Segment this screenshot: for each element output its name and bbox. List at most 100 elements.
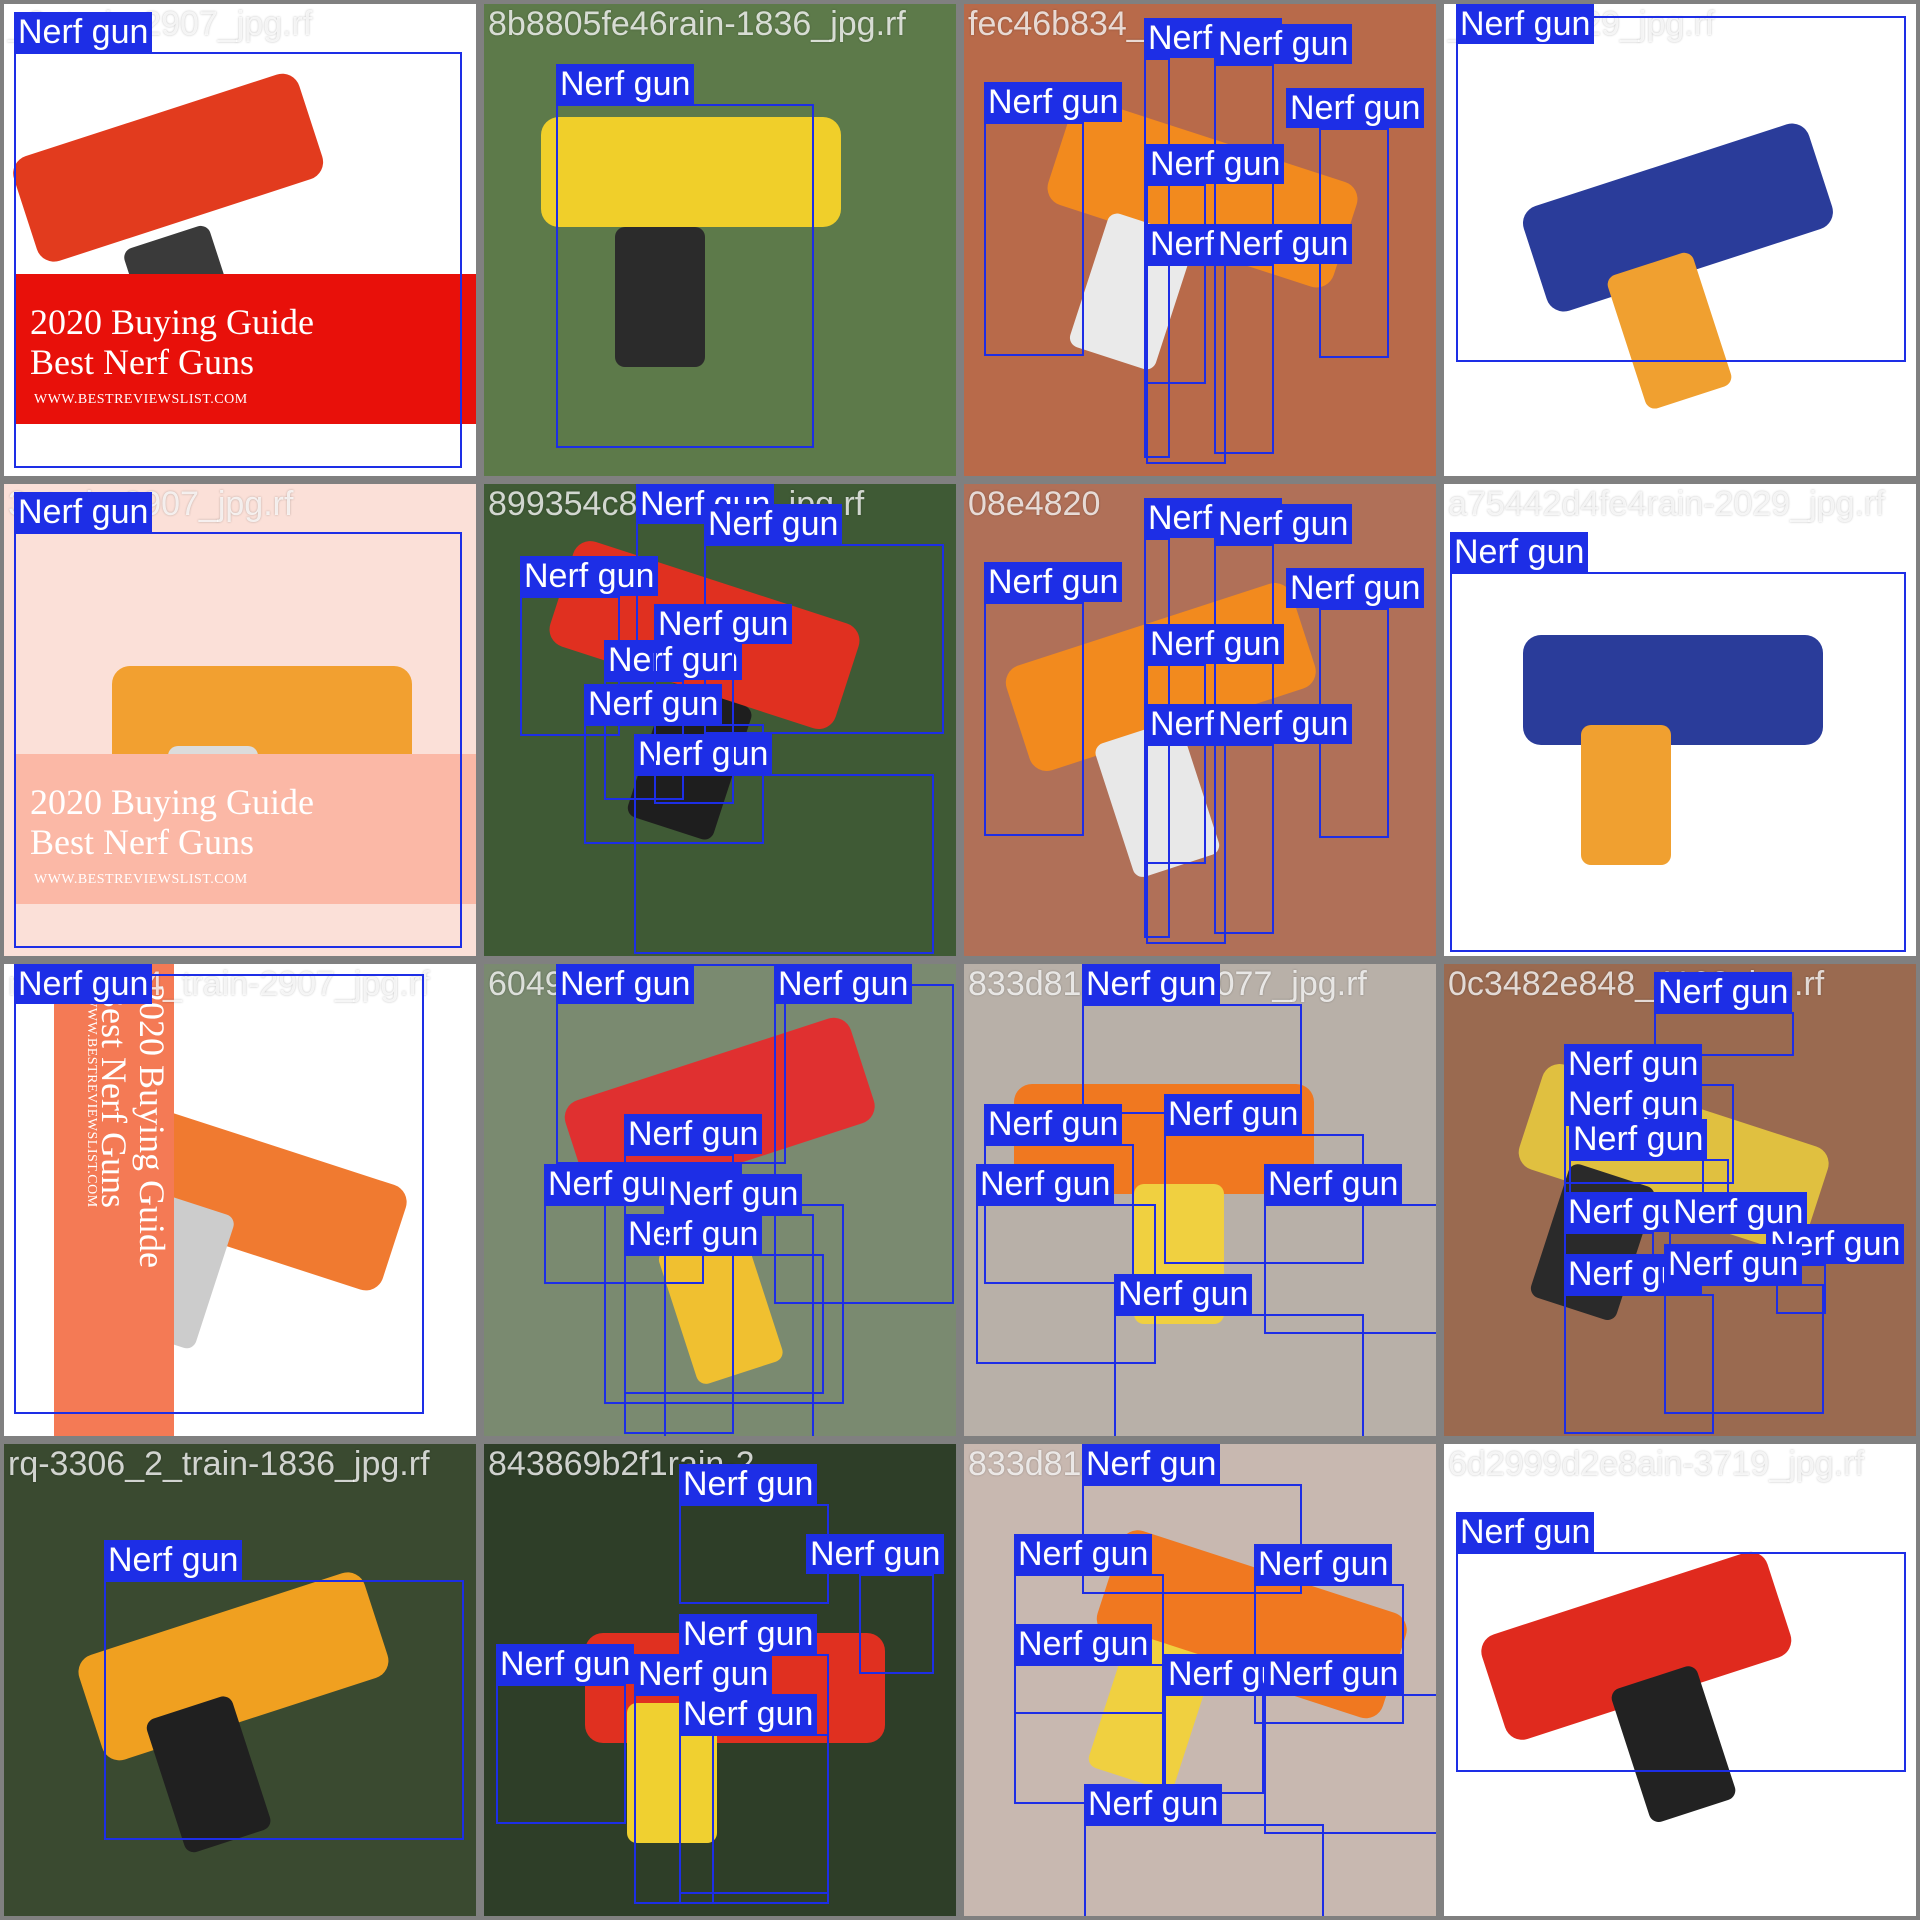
detection-label: Nerf gun bbox=[1084, 1784, 1223, 1824]
detection-label: Nerf gun bbox=[984, 562, 1123, 602]
detection-label: Nerf gun bbox=[544, 1164, 683, 1204]
detection-label: Nerf gun bbox=[774, 964, 913, 1004]
detection-label: Nerf gun bbox=[14, 12, 153, 52]
detection-label: Nerf gun bbox=[14, 964, 153, 1004]
detection-box bbox=[1146, 744, 1226, 944]
file-name-label: 8b8805fe46rain-1836_jpg.rf bbox=[488, 5, 906, 43]
mosaic-tile: 833d818 Nerf gun Nerf gun Nerf gun Nerf gun N… bbox=[964, 1444, 1436, 1916]
detection-label: Nerf gun bbox=[1214, 224, 1353, 264]
detection-box bbox=[1214, 264, 1274, 454]
detection-box bbox=[1146, 264, 1226, 464]
detection-box bbox=[624, 1254, 824, 1394]
mosaic-tile: rq-3306_2_train-1836_jpg.rf Nerf gun bbox=[4, 1444, 476, 1916]
detection-box bbox=[14, 532, 462, 948]
detection-label: Nerf gun bbox=[704, 504, 843, 544]
detection-label: Nerf gun bbox=[1114, 1274, 1253, 1314]
detection-label: Nerf gun bbox=[1254, 1544, 1393, 1584]
detection-box bbox=[1264, 1694, 1436, 1834]
mosaic-tile: 2020 Buying Guide Best Nerf Guns WWW.BESTR… bbox=[4, 964, 476, 1436]
file-name-label: a75442d4fe4rain-2029_jpg.rf bbox=[1448, 485, 1885, 523]
detection-label: Nerf gun bbox=[1082, 1444, 1221, 1484]
detection-box bbox=[654, 644, 734, 804]
detection-label: Nerf gun bbox=[1664, 1244, 1803, 1284]
detection-label: Nerf gun bbox=[1264, 1164, 1403, 1204]
poster-band bbox=[54, 964, 174, 1436]
detection-label: Nerf gun bbox=[634, 734, 773, 774]
poster-line-2: Best Nerf Guns bbox=[30, 342, 254, 382]
detection-box bbox=[1114, 1314, 1364, 1436]
detection-label: Nerf gun bbox=[1146, 144, 1285, 184]
mosaic-tile: 843869b2f1rain-2 Nerf gun Nerf gun Nerf gun… bbox=[484, 1444, 956, 1916]
detection-label: Nerf gun bbox=[1082, 964, 1221, 1004]
detection-label: Nerf gun bbox=[556, 64, 695, 104]
detection-label: Nerf gun bbox=[679, 1614, 818, 1654]
detection-box bbox=[984, 1144, 1134, 1284]
detection-label: Nerf gun bbox=[624, 1114, 763, 1154]
detection-label: Nerf gun bbox=[984, 82, 1123, 122]
detection-label: Nerf gun bbox=[1286, 88, 1425, 128]
mosaic-tile: a75442d4fe4rain-2029_jpg.rf Nerf gun bbox=[1444, 484, 1916, 956]
detection-label: Nerf gun bbox=[1164, 1094, 1303, 1134]
detection-box bbox=[1456, 1552, 1906, 1772]
detection-box bbox=[1654, 1012, 1794, 1056]
detection-label: Nerf gun bbox=[1456, 1512, 1595, 1552]
detection-label: Nerf gun bbox=[1014, 1624, 1153, 1664]
file-name-label: fec46b834_ bbox=[968, 5, 1146, 43]
file-name-label: 6d2999d2e8ain-3719_jpg.rf bbox=[1448, 1445, 1864, 1483]
detection-label: Nerf gun bbox=[664, 1174, 803, 1214]
detection-label: Nerf gun bbox=[496, 1644, 635, 1684]
detection-box bbox=[1084, 1824, 1324, 1916]
detection-box bbox=[14, 974, 424, 1414]
poster-line-2: Best Nerf Guns bbox=[30, 822, 254, 862]
photo-placeholder bbox=[1444, 4, 1916, 476]
detection-label: Nerf gun bbox=[1214, 504, 1353, 544]
detection-box bbox=[496, 1684, 626, 1824]
poster-line-1: 2020 Buying Guide bbox=[30, 782, 314, 822]
detection-label: Nerf gun bbox=[14, 492, 153, 532]
detection-label: Nerf gun bbox=[1214, 24, 1353, 64]
detection-label: Nerf gun bbox=[679, 1694, 818, 1734]
detection-box bbox=[1450, 572, 1906, 952]
detection-box bbox=[104, 1580, 464, 1840]
mosaic-tile: 2020 Buying Guide Best Nerf Guns WWW.BESTR… bbox=[4, 4, 476, 476]
detection-box bbox=[679, 1734, 829, 1894]
detection-label: Nerf gun bbox=[806, 1534, 945, 1574]
detection-box bbox=[1664, 1284, 1824, 1414]
detection-label: Nerf gun bbox=[1014, 1534, 1153, 1574]
detection-label: Nerf gun bbox=[984, 1104, 1123, 1144]
detection-label: Nerf gun bbox=[624, 1214, 763, 1254]
detection-label: Nerf gun bbox=[1564, 1084, 1703, 1124]
detection-label: Nerf gun bbox=[1569, 1119, 1708, 1159]
detection-label: Nerf gun bbox=[1214, 704, 1353, 744]
detection-box bbox=[1214, 744, 1274, 934]
mosaic-tile: 0c3482e848_4103_jpg.rf Nerf gun Nerf gun Ne… bbox=[1444, 964, 1916, 1436]
file-name-label: 08e4820 bbox=[968, 485, 1101, 523]
detection-label: Nerf gun bbox=[556, 964, 695, 1004]
detection-label: Nerf gun bbox=[1264, 1654, 1403, 1694]
detection-label: Nerf gun bbox=[679, 1464, 818, 1504]
detection-box bbox=[634, 774, 934, 954]
detection-box bbox=[1456, 16, 1906, 362]
detection-label: Nerf gun bbox=[1146, 624, 1285, 664]
poster-url: WWW.BESTREVIEWSLIST.COM bbox=[34, 872, 248, 887]
detection-label: Nerf gun bbox=[1564, 1044, 1703, 1084]
detection-label: Nerf gun bbox=[584, 684, 723, 724]
detection-label: Nerf gun bbox=[1286, 568, 1425, 608]
detection-label: Nerf gun bbox=[104, 1540, 243, 1580]
detection-box bbox=[664, 1214, 814, 1436]
poster-url: WWW.BESTREVIEWSLIST.COM bbox=[34, 392, 248, 407]
detection-box bbox=[14, 52, 462, 468]
detection-label: Nerf gun bbox=[976, 1164, 1115, 1204]
detection-label: Nerf gun bbox=[1450, 532, 1589, 572]
detection-box bbox=[1164, 1694, 1264, 1794]
detection-box bbox=[556, 104, 814, 448]
mosaic-tile: 8b8805fe46rain-1836_jpg.rf Nerf gun bbox=[484, 4, 956, 476]
poster-band bbox=[14, 274, 476, 424]
detection-box bbox=[1264, 1204, 1436, 1334]
detection-label: Nerf gun bbox=[634, 1654, 773, 1694]
